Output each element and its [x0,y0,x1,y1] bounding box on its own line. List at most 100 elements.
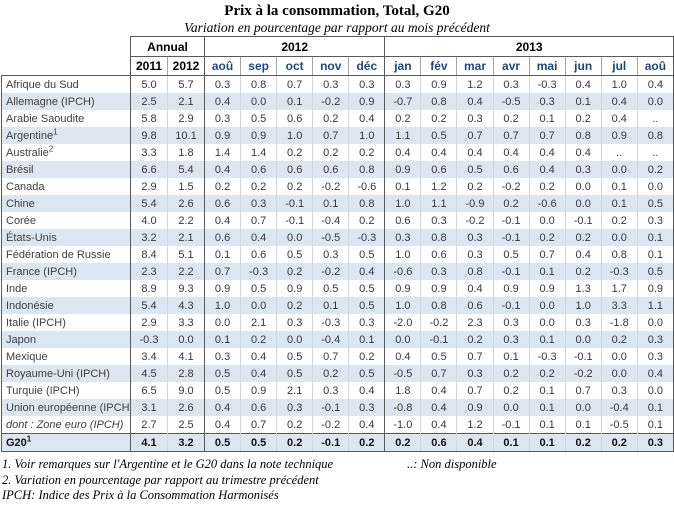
row-label: Allemagne (IPCH) [1,93,131,110]
cell: 0.0 [601,348,638,365]
cell: 0.7 [529,127,566,144]
cell: -0.2 [565,365,602,382]
cell: -0.2 [312,416,350,434]
cell: 0.1 [276,93,314,110]
cell: 3.2 [130,229,168,246]
month-header: nov [312,56,350,76]
cell: 0.1 [312,297,350,314]
cell: 1.0 [601,75,638,93]
cell: 9.8 [130,127,168,144]
cell: -0.3 [240,263,278,280]
cell: 0.1 [204,331,242,348]
cell: 0.3 [312,382,350,399]
row-label-text: Fédération de Russie [6,248,111,261]
cell: 0.2 [529,229,566,246]
row-label-text: Allemagne (IPCH) [6,95,95,108]
table-row: Royaume-Uni (IPCH) 4.5 2.8 0.5 0.4 0.5 0.2 0.5-… [1,365,674,382]
cell: 0.0 [529,212,566,229]
cell: .. [601,144,638,161]
cell: 1.1 [384,127,422,144]
cell: 2.1 [167,93,206,110]
cell: 0.8 [348,161,386,178]
cell: 1.0 [204,297,242,314]
cell: 1.4 [240,144,278,161]
cell: 0.1 [529,263,566,280]
cell: 0.4 [601,93,638,110]
row-label: Canada [1,178,131,195]
group-header-row: Annual 2012 2013 [1,36,674,57]
cell: 0.3 [637,433,674,452]
cell: 6.5 [130,382,168,399]
cell: 0.4 [420,399,458,416]
month-header: aoû [636,56,674,76]
cell: 0.2 [276,263,314,280]
cell: 0.6 [384,212,422,229]
row-label-text: Arabie Saoudite [6,112,85,125]
row-label: Afrique du Sud [1,75,131,93]
cell: 0.2 [348,433,386,452]
cell: -0.5 [601,416,638,434]
footnote-3: IPCH: Indice des Prix à la Consommation … [2,488,279,502]
row-label: Union européenne (IPCH) [1,399,131,416]
cell: 0.1 [348,331,386,348]
cell: 0.8 [420,93,458,110]
cell: 0.4 [240,229,278,246]
cell: 0.4 [204,416,242,434]
cell: 1.0 [384,246,422,263]
footnote-marker: 1 [53,127,58,136]
cell: 0.4 [384,144,422,161]
cell: 1.4 [204,144,242,161]
footnote-marker: 2 [48,144,54,153]
cell: 0.2 [276,297,314,314]
table-row: Indonésie 5.4 4.3 1.0 0.0 0.2 0.1 0.5 1.0 0.8 0.6-… [1,297,674,314]
cell: 0.6 [312,161,350,178]
cell: 0.4 [204,399,242,416]
cell: -0.1 [565,348,602,365]
cell: 0.2 [240,178,278,195]
cell: 0.2 [493,382,530,399]
cell: 0.5 [420,348,458,365]
cell: 0.1 [565,416,602,434]
cell: 0.2 [312,110,350,127]
cell: -0.2 [312,178,350,195]
cell: 0.2 [529,365,566,382]
cell: 0.7 [456,348,494,365]
cell: 0.6 [276,161,314,178]
cell: 0.4 [204,161,242,178]
cell: 1.0 [384,195,422,212]
cell: 0.0 [276,331,314,348]
month-header: déc [348,56,386,76]
cell: 0.0 [637,382,674,399]
cell: 0.0 [240,93,278,110]
month-header: jan [384,56,422,76]
cell: 0.4 [456,93,494,110]
month-header: aoû [204,56,242,76]
cell: 0.2 [276,416,314,434]
table-row: France (IPCH) 2.3 2.2 0.7 -0.3 0.2 -0.2 0.4 -0.6… [1,263,674,280]
cell: 0.1 [637,416,674,434]
row-label: dont : Zone euro (IPCH) [1,416,131,434]
cell: 2.7 [130,416,168,434]
cell: 0.5 [276,365,314,382]
cell: 0.9 [384,280,422,297]
cell: 5.8 [130,110,168,127]
cell: 0.2 [384,433,422,452]
cell: 0.2 [601,331,638,348]
cell: 0.9 [348,93,386,110]
cell: 9.0 [167,382,206,399]
cell: -1.8 [601,314,638,331]
cell: 0.1 [529,416,566,434]
cell: -0.3 [529,75,566,93]
annual-col-header: 2012 [166,56,206,76]
cell: 0.9 [384,161,422,178]
cell: 0.0 [493,399,530,416]
cell: 8.9 [130,280,168,297]
cell: 2.9 [130,314,168,331]
cell: 0.9 [204,127,242,144]
footnote-marker: 1 [26,433,32,443]
cell: -0.1 [276,195,314,212]
cell: -0.1 [493,212,530,229]
cell: -0.6 [384,263,422,280]
row-label: G201 [1,433,131,452]
cell: 6.6 [130,161,168,178]
